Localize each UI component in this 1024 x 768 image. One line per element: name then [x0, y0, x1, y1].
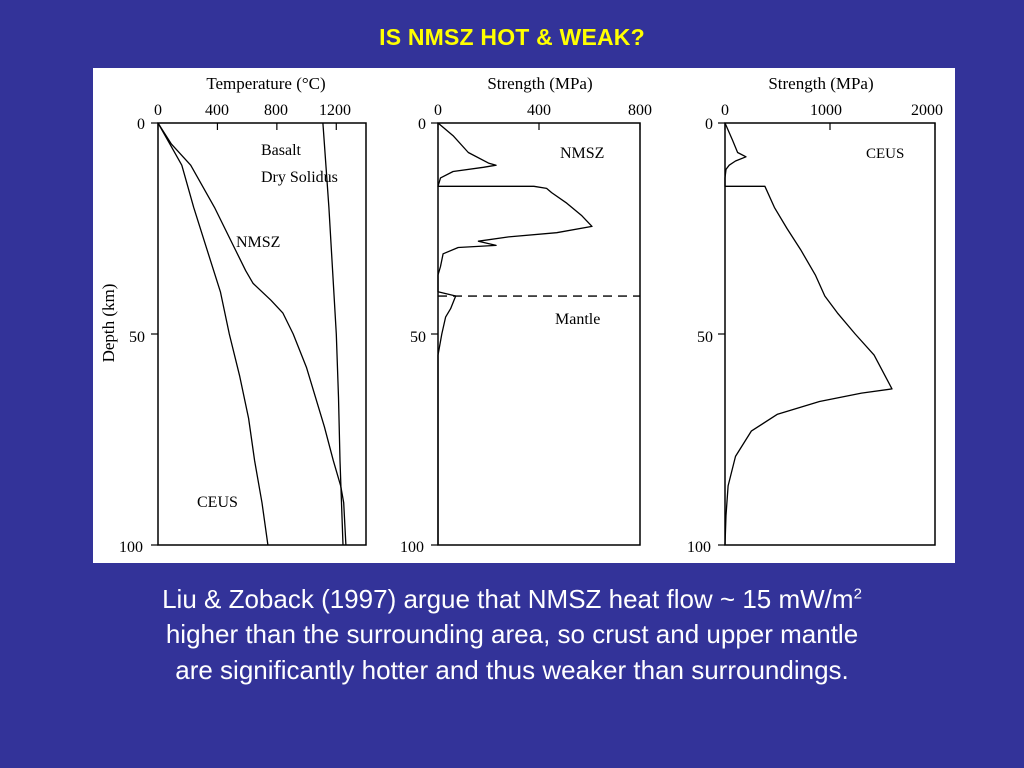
caption-line: Liu & Zoback (1997) argue that NMSZ heat… — [20, 582, 1004, 617]
strength-tick-label: 0 — [434, 102, 442, 119]
depth-tick-label: 50 — [129, 329, 145, 346]
series-layer — [157, 122, 893, 546]
depth-profile-charts: Temperature (°C) 0 400 800 1200 0 50 100… — [99, 74, 943, 556]
strength-tick-label: 1000 — [810, 102, 842, 119]
depth-tick-label: 0 — [705, 116, 713, 133]
basalt-annotation: Basalt — [261, 142, 302, 159]
depth-tick-label: 100 — [119, 539, 143, 556]
tick-layer — [151, 122, 936, 546]
mantle-annotation: Mantle — [555, 311, 600, 328]
figure-panel: Temperature (°C) 0 400 800 1200 0 50 100… — [93, 68, 955, 563]
ceus-annotation: CEUS — [197, 494, 238, 511]
series-line-ceus — [157, 122, 269, 546]
temperature-plot-frame — [157, 122, 367, 546]
nmsz-strength-axis-label: Strength (MPa) — [487, 74, 592, 93]
temperature-axis-label: Temperature (°C) — [206, 74, 325, 93]
dry-solidus-annotation: Dry Solidus — [261, 169, 338, 186]
caption-line: higher than the surrounding area, so cru… — [165, 619, 859, 650]
depth-axis-label: Depth (km) — [99, 284, 118, 363]
depth-tick-label: 50 — [410, 329, 426, 346]
depth-tick-label: 50 — [697, 329, 713, 346]
slide-title: IS NMSZ HOT & WEAK? — [379, 24, 645, 50]
nmsz-panel-annotation: NMSZ — [560, 145, 604, 162]
strength-tick-label: 400 — [527, 102, 551, 119]
ceus-strength-axis-label: Strength (MPa) — [768, 74, 873, 93]
depth-tick-label: 100 — [400, 539, 424, 556]
caption: Liu & Zoback (1997) argue that NMSZ heat… — [20, 582, 1004, 688]
nmsz-strength-panel: Strength (MPa) 0 400 800 0 50 100 NMSZ M… — [400, 74, 652, 556]
depth-tick-label: 0 — [137, 116, 145, 133]
nmsz-annotation: NMSZ — [236, 234, 280, 251]
temp-tick-label: 800 — [264, 102, 288, 119]
caption-line: are significantly hotter and thus weaker… — [175, 654, 849, 685]
strength-tick-label: 0 — [721, 102, 729, 119]
caption-superscript: 2 — [853, 585, 862, 603]
series-line-ceus — [724, 122, 893, 546]
temp-tick-label: 1200 — [319, 102, 351, 119]
depth-tick-label: 0 — [418, 116, 426, 133]
temp-tick-label: 0 — [154, 102, 162, 119]
ceus-panel-annotation: CEUS — [866, 146, 904, 162]
caption-text: Liu & Zoback (1997) argue that NMSZ heat… — [162, 584, 854, 614]
temp-tick-label: 400 — [205, 102, 229, 119]
depth-tick-label: 100 — [687, 539, 711, 556]
series-line-nmsz — [157, 122, 347, 546]
temperature-panel: Temperature (°C) 0 400 800 1200 0 50 100… — [99, 74, 367, 556]
strength-tick-label: 800 — [628, 102, 652, 119]
series-line-nmsz — [437, 122, 593, 545]
strength-tick-label: 2000 — [911, 102, 943, 119]
ceus-strength-panel: Strength (MPa) 0 1000 2000 0 50 100 CEUS — [687, 74, 943, 556]
